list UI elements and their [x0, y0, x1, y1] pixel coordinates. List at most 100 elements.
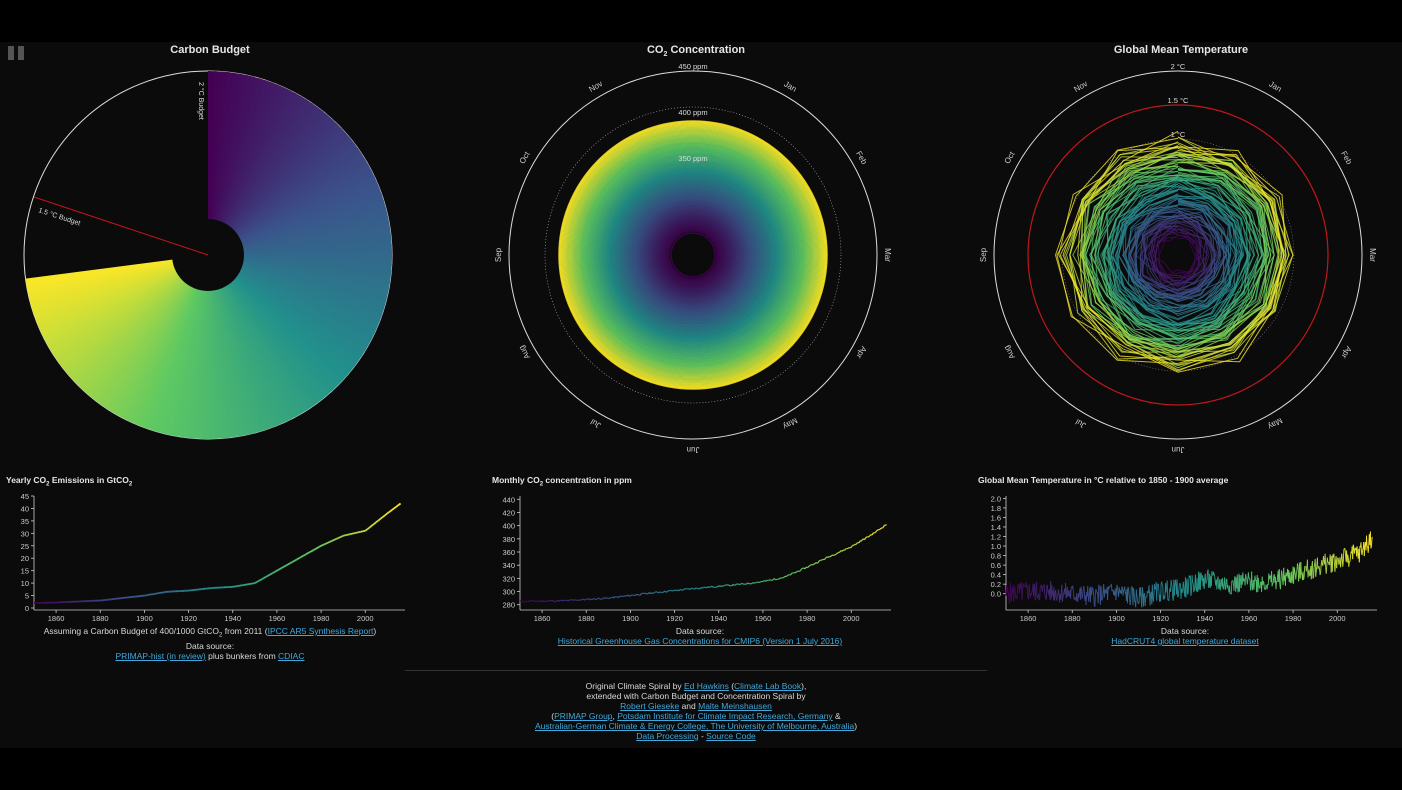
temperature-loop	[1089, 177, 1265, 338]
budget-wedge	[104, 255, 208, 412]
climate-energy-college-link[interactable]: Australian-German Climate & Energy Colle…	[534, 721, 855, 731]
pause-icon-bar	[18, 46, 24, 60]
series-segment	[263, 576, 267, 579]
data-processing-link[interactable]: Data Processing	[636, 731, 699, 741]
series-segment	[593, 597, 596, 600]
series-segment	[1028, 584, 1031, 591]
series-segment	[1367, 545, 1370, 553]
robert-gieseke-link[interactable]: Robert Gieseke	[620, 701, 680, 711]
primap-hist-link[interactable]: PRIMAP-hist (in review)	[115, 650, 206, 661]
budget-wedge	[208, 137, 355, 255]
budget-wedge	[208, 187, 383, 255]
y-tick-label: 0.2	[991, 580, 1001, 589]
ring-label-2c: 2 °C	[1171, 62, 1186, 71]
series-segment	[626, 594, 629, 597]
concentration-ring	[601, 163, 785, 347]
series-segment	[1200, 572, 1202, 576]
series-segment	[1331, 554, 1334, 572]
ed-hawkins-link[interactable]: Ed Hawkins	[683, 681, 729, 691]
pause-button[interactable]	[8, 46, 26, 60]
cmip6-link[interactable]: Historical Greenhouse Gas Concentrations…	[557, 636, 843, 646]
series-segment	[1041, 585, 1044, 592]
hadcrut4-link[interactable]: HadCRUT4 global temperature dataset	[1111, 636, 1259, 646]
malte-meinshausen-link[interactable]: Malte Meinshausen	[698, 701, 772, 711]
series-segment	[1151, 584, 1154, 599]
series-segment	[1337, 557, 1339, 560]
series-segment	[329, 539, 333, 543]
concentration-ring	[660, 222, 726, 288]
y-tick-label: 1.8	[991, 504, 1001, 513]
series-segment	[1293, 567, 1295, 584]
concentration-ring	[584, 146, 802, 364]
series-segment	[1193, 586, 1196, 591]
series-segment	[860, 539, 863, 542]
series-segment	[528, 600, 531, 603]
budget-wedge	[208, 193, 385, 255]
budget-wedge	[208, 212, 389, 255]
series-segment	[831, 554, 833, 557]
temperature-loop	[1062, 130, 1285, 363]
series-segment	[825, 556, 828, 559]
concentration-ring	[604, 166, 782, 344]
series-segment	[1026, 584, 1028, 593]
concentration-ring	[558, 120, 828, 390]
series-segment	[1371, 536, 1373, 539]
budget-wedge	[47, 255, 208, 354]
concentration-ring	[650, 212, 736, 298]
ipcc-link[interactable]: IPCC AR5 Synthesis Report	[267, 626, 374, 636]
source-code-link[interactable]: Source Code	[706, 731, 756, 741]
series-segment	[617, 595, 620, 598]
budget-wedge	[208, 255, 352, 378]
budget-wedge	[208, 123, 343, 255]
budget-wedge	[26, 255, 208, 294]
budget-wedge	[115, 255, 208, 419]
series-segment	[1076, 593, 1078, 602]
series-segment	[519, 600, 522, 602]
series-segment	[366, 526, 371, 530]
pik-link[interactable]: Potsdam Institute for Climate Impact Res…	[617, 711, 833, 721]
series-segment	[391, 507, 395, 511]
budget-wedge	[34, 255, 209, 325]
series-segment	[1109, 586, 1111, 588]
concentration-ring	[588, 150, 798, 360]
concentration-ring	[632, 194, 754, 316]
series-segment	[544, 600, 546, 603]
series-segment	[675, 589, 678, 592]
primap-group-link[interactable]: PRIMAP Group	[554, 711, 613, 721]
budget-wedge	[208, 255, 334, 396]
series-segment	[801, 567, 803, 570]
series-segment	[1065, 596, 1068, 599]
series-segment	[1160, 583, 1162, 602]
series-segment	[258, 578, 262, 582]
concentration-ring	[603, 165, 783, 345]
series-segment	[1173, 585, 1176, 596]
series-segment	[276, 568, 280, 572]
series-segment	[1083, 585, 1085, 592]
series-segment	[807, 565, 810, 568]
series-segment	[1257, 577, 1260, 586]
climate-lab-book-link[interactable]: Climate Lab Book	[734, 681, 802, 691]
series-segment	[650, 592, 653, 595]
series-segment	[1199, 572, 1202, 590]
label-2c-budget: 2 °C Budget	[197, 82, 205, 120]
series-segment	[1141, 587, 1144, 593]
series-segment	[1216, 579, 1218, 590]
series-segment	[1020, 582, 1022, 587]
y-tick-label: 280	[502, 601, 515, 610]
series-segment	[1225, 579, 1227, 590]
month-label: May	[1266, 416, 1284, 431]
series-segment	[741, 582, 744, 585]
series-segment	[1035, 581, 1038, 596]
series-segment	[1249, 577, 1251, 581]
series-segment	[1295, 572, 1297, 580]
concentration-ring	[559, 121, 827, 389]
y-tick-label: 0.6	[991, 561, 1001, 570]
budget-wedge	[208, 255, 303, 418]
concentration-ring	[596, 158, 790, 352]
series-segment	[1247, 572, 1250, 579]
series-segment	[1152, 593, 1155, 602]
series-segment	[1347, 554, 1349, 558]
series-segment	[850, 545, 853, 548]
cdiac-link[interactable]: CDIAC	[278, 650, 305, 661]
series-segment	[525, 600, 527, 603]
